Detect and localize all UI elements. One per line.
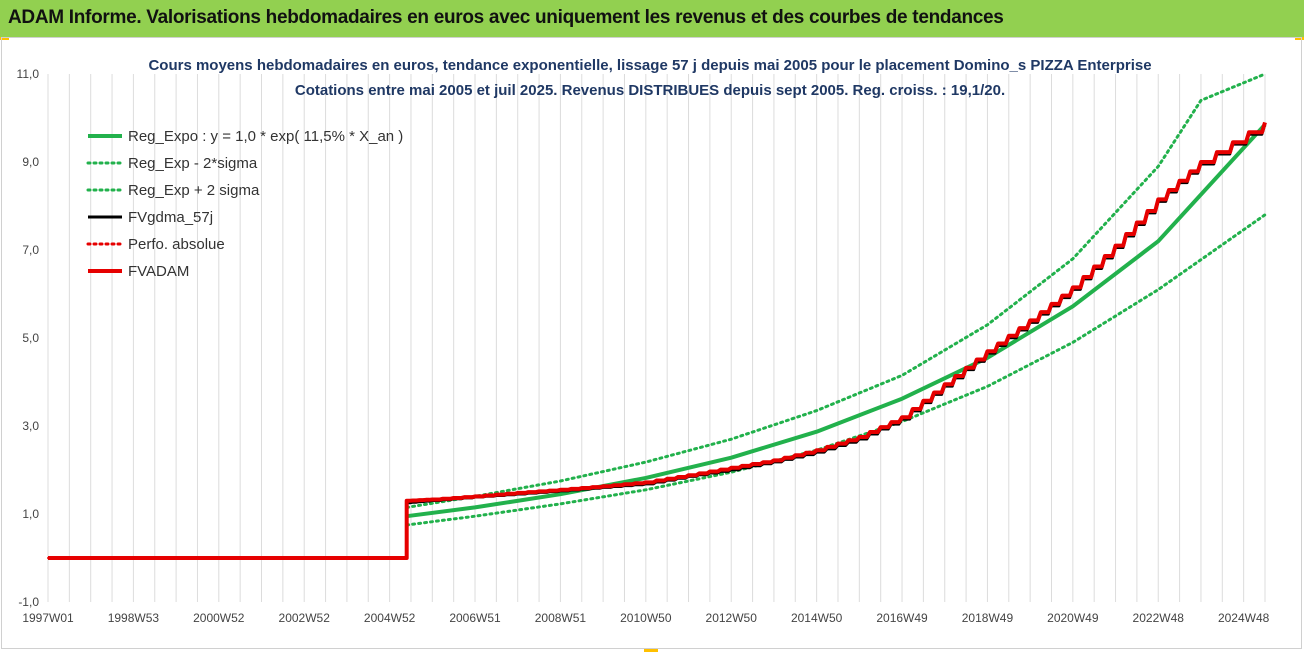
x-tick-label: 2018W49 [962, 611, 1014, 625]
y-tick-label: 11,0 [17, 67, 40, 81]
x-tick-label: 1997W01 [22, 611, 74, 625]
legend-label: Perfo. absolue [128, 236, 225, 253]
y-tick-label: -1,0 [18, 595, 39, 609]
x-tick-label: 2016W49 [876, 611, 928, 625]
legend: Reg_Expo : y = 1,0 * exp( 11,5% * X_an )… [86, 128, 403, 280]
x-tick-label: 2002W52 [279, 611, 331, 625]
banner-title: ADAM Informe. Valorisations hebdomadaire… [8, 7, 1004, 28]
series-line-5 [48, 121, 1267, 560]
x-tick-label: 2020W49 [1047, 611, 1099, 625]
legend-label: FVgdma_57j [128, 209, 213, 226]
y-tick-label: 3,0 [22, 419, 39, 433]
legend-label: Reg_Expo : y = 1,0 * exp( 11,5% * X_an ) [128, 128, 403, 145]
series-layer [47, 72, 1267, 560]
x-tick-label: 2012W50 [706, 611, 758, 625]
y-tick-label: 5,0 [22, 331, 39, 345]
series-line-2 [405, 72, 1267, 509]
x-tick-label: 2022W48 [1133, 611, 1185, 625]
y-tick-label: 9,0 [22, 155, 39, 169]
chart-frame [1, 37, 1302, 649]
grid-layer [47, 74, 1266, 602]
banner: ADAM Informe. Valorisations hebdomadaire… [0, 0, 1304, 37]
x-tick-label: 2006W51 [449, 611, 501, 625]
axis-layer: -1,0 1,0 3,0 5,0 7,0 9,0 11,0 1997W01 1998W53 200… [17, 67, 1270, 625]
chart-subtitle: Cotations entre mai 2005 et juil 2025. R… [295, 82, 1005, 99]
y-tick-label: 7,0 [22, 243, 39, 257]
series-line-0 [406, 123, 1267, 519]
x-tick-label: 2010W50 [620, 611, 672, 625]
x-tick-label: 1998W53 [108, 611, 160, 625]
corner-marker-left [0, 37, 9, 40]
corner-marker-bottom [644, 648, 658, 652]
legend-label: Reg_Exp + 2 sigma [128, 182, 260, 199]
x-tick-label: 2004W52 [364, 611, 416, 625]
legend-label: FVADAM [128, 263, 189, 280]
x-tick-label: 2008W51 [535, 611, 587, 625]
y-tick-label: 1,0 [22, 507, 39, 521]
x-tick-label: 2024W48 [1218, 611, 1270, 625]
chart-title: Cours moyens hebdomadaires en euros, ten… [148, 57, 1151, 74]
corner-marker-right [1295, 37, 1304, 40]
x-tick-label: 2014W50 [791, 611, 843, 625]
series-line-1 [405, 213, 1267, 527]
legend-label: Reg_Exp - 2*sigma [128, 155, 258, 172]
x-tick-label: 2000W52 [193, 611, 245, 625]
